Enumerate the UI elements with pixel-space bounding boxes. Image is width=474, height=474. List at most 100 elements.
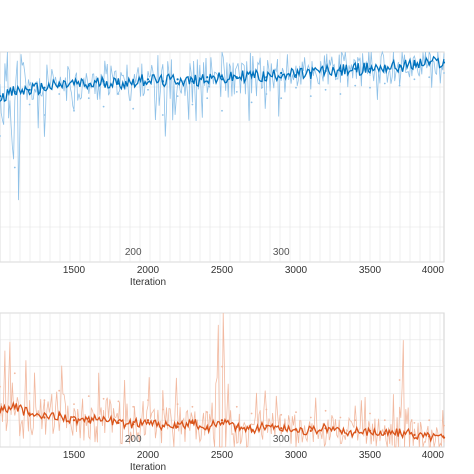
smoothed-data-point <box>146 419 150 422</box>
raw-data-point <box>0 135 1 137</box>
smoothed-data-point <box>0 408 2 411</box>
raw-data-point <box>28 392 31 395</box>
smoothed-data-point <box>428 435 431 438</box>
epoch-label: 200 <box>125 434 142 445</box>
smoothed-data-point <box>220 78 224 81</box>
smoothed-data-point <box>250 74 253 77</box>
raw-data-point <box>13 372 16 375</box>
raw-data-point <box>250 412 253 415</box>
raw-data-point <box>354 84 357 87</box>
x-tick-label: 2000 <box>137 450 160 461</box>
smoothed-data-point <box>117 421 120 424</box>
x-tick-label: 4000 <box>422 450 445 461</box>
smoothed-data-point <box>413 433 416 436</box>
smoothed-data-point <box>442 61 446 64</box>
smoothed-data-point <box>250 428 253 431</box>
raw-data-point <box>369 412 371 415</box>
epoch-label: 300 <box>273 247 290 258</box>
raw-data-point <box>295 411 297 414</box>
x-tick-label: 3000 <box>285 450 308 461</box>
raw-data-point <box>102 105 105 108</box>
smoothed-data-point <box>339 69 342 72</box>
raw-data-point <box>295 86 297 89</box>
raw-data-point <box>132 107 135 110</box>
raw-data-point <box>235 405 238 408</box>
x-axis-title: Iteration <box>130 277 166 288</box>
smoothed-data-point <box>265 76 268 79</box>
raw-data-point <box>443 424 445 427</box>
smoothed-data-point <box>0 95 2 98</box>
smoothed-data-point <box>58 84 61 87</box>
smoothed-data-point <box>442 436 446 439</box>
loss-panel: 1500 2000 2500 3000 3500 4000 200 300 Iteration <box>0 312 446 473</box>
x-tick-label: 3000 <box>285 265 308 276</box>
raw-data-point <box>43 399 46 401</box>
raw-data-point <box>206 97 209 100</box>
smoothed-data-point <box>72 82 76 85</box>
raw-data-point <box>339 416 342 419</box>
raw-data-point <box>428 419 431 422</box>
x-tick-label: 3500 <box>359 265 382 276</box>
accuracy-panel: 1500 2000 2500 3000 3500 4000 200 300 Iteration <box>0 50 446 288</box>
smoothed-data-point <box>102 416 105 419</box>
raw-data-point <box>28 103 31 106</box>
raw-data-point <box>235 91 238 93</box>
raw-data-point <box>324 88 327 91</box>
smoothed-data-point <box>383 65 386 68</box>
raw-data-point <box>398 84 401 87</box>
raw-data-point <box>221 109 223 112</box>
raw-data-point <box>221 365 223 368</box>
smoothed-data-point <box>206 76 209 79</box>
smoothed-data-point <box>13 405 16 408</box>
smoothed-data-point <box>294 428 298 431</box>
smoothed-data-point <box>161 80 164 83</box>
raw-data-point <box>280 97 283 100</box>
smoothed-data-point <box>368 67 372 70</box>
x-tick-label: 4000 <box>422 265 445 276</box>
x-tick-label: 1500 <box>63 265 86 276</box>
smoothed-data-point <box>13 90 16 93</box>
raw-data-point <box>73 109 75 112</box>
smoothed-data-point <box>43 416 46 419</box>
smoothed-data-point <box>235 425 238 428</box>
smoothed-data-point <box>339 429 342 432</box>
smoothed-data-point <box>28 412 31 415</box>
raw-data-point <box>147 399 149 401</box>
raw-data-point <box>117 93 120 95</box>
smoothed-data-point <box>280 427 283 430</box>
raw-data-point <box>383 419 386 422</box>
epoch-label: 200 <box>125 247 142 258</box>
raw-data-point <box>147 88 149 91</box>
smoothed-data-point <box>354 431 357 434</box>
grid-lines <box>0 51 444 263</box>
raw-data-point <box>354 419 357 422</box>
raw-data-point <box>87 395 90 397</box>
raw-data-point <box>398 379 401 381</box>
x-tick-label: 1500 <box>63 450 86 461</box>
smoothed-data-point <box>176 425 179 428</box>
smoothed-data-point <box>87 420 90 423</box>
raw-data-point <box>369 86 371 89</box>
raw-data-point <box>58 93 61 95</box>
smoothed-data-point <box>146 78 150 81</box>
smoothed-data-point <box>43 86 46 89</box>
raw-data-point <box>443 72 445 74</box>
smoothed-data-point <box>87 84 90 87</box>
smoothed-data-point <box>206 427 209 430</box>
x-tick-label: 2000 <box>137 265 160 276</box>
raw-data-point <box>87 97 90 100</box>
raw-data-point <box>132 405 135 408</box>
raw-data-point <box>176 95 179 97</box>
x-tick-label: 2500 <box>211 450 234 461</box>
smoothed-data-point <box>368 429 372 432</box>
raw-data-point <box>280 413 283 416</box>
raw-data-point <box>324 409 327 412</box>
smoothed-data-point <box>176 78 179 81</box>
smoothed-data-point <box>428 61 431 64</box>
raw-data-point <box>43 114 46 116</box>
raw-series-line <box>0 312 445 448</box>
smoothed-data-point <box>294 74 298 77</box>
raw-data-point <box>191 103 194 106</box>
smoothed-data-point <box>161 424 164 427</box>
